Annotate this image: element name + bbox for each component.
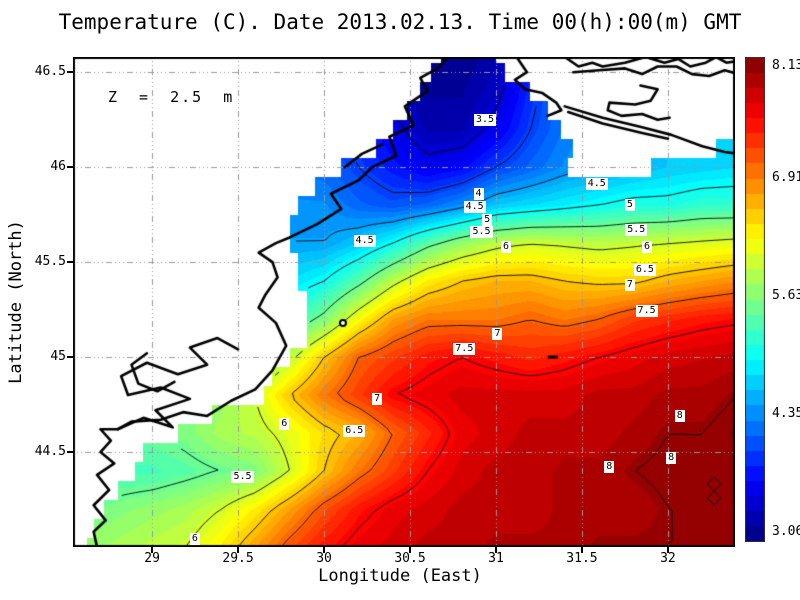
x-tick-label: 30 bbox=[316, 551, 332, 566]
x-tick bbox=[151, 547, 154, 553]
y-tick bbox=[67, 261, 73, 264]
x-tick bbox=[237, 547, 240, 553]
y-tick-label: 45.5 bbox=[34, 254, 66, 270]
contour-label: 7.5 bbox=[635, 305, 658, 318]
contour-label: 5 bbox=[482, 214, 493, 227]
colorbar-tick-label: 8.13 bbox=[772, 57, 800, 73]
x-tick-label: 29.5 bbox=[222, 551, 254, 566]
colorbar bbox=[745, 57, 765, 542]
contour-label: 6.5 bbox=[343, 425, 366, 438]
map-canvas bbox=[73, 57, 735, 547]
contour-label: 8 bbox=[604, 461, 615, 474]
y-tick-label: 46 bbox=[50, 159, 66, 175]
y-tick bbox=[67, 71, 73, 74]
contour-label: 5.5 bbox=[470, 225, 493, 238]
x-tick bbox=[666, 547, 669, 553]
colorbar-tick-label: 3.06 bbox=[772, 524, 800, 540]
contour-label: 3.5 bbox=[473, 113, 496, 126]
x-tick bbox=[494, 547, 497, 553]
plot-title: Temperature (C). Date 2013.02.13. Time 0… bbox=[58, 10, 742, 34]
x-tick bbox=[323, 547, 326, 553]
colorbar-tick-label: 4.35 bbox=[772, 405, 800, 421]
colorbar-tick-label: 5.63 bbox=[772, 287, 800, 303]
contour-label: 7.5 bbox=[453, 343, 476, 356]
y-tick-label: 46.5 bbox=[34, 64, 66, 80]
contour-label: 8 bbox=[674, 409, 685, 422]
depth-annotation: Z = 2.5 m bbox=[108, 88, 235, 106]
x-tick bbox=[580, 547, 583, 553]
x-tick-label: 30.5 bbox=[394, 551, 426, 566]
x-tick-label: 32 bbox=[660, 551, 676, 566]
contour-label: 6 bbox=[501, 240, 512, 253]
contour-label: 6 bbox=[189, 533, 200, 546]
contour-label: 6.5 bbox=[633, 263, 656, 276]
y-axis-label: Latitude (North) bbox=[6, 220, 26, 384]
y-tick-label: 45 bbox=[50, 349, 66, 365]
y-tick bbox=[67, 356, 73, 359]
x-tick-label: 29 bbox=[144, 551, 160, 566]
contour-label: 4 bbox=[473, 187, 484, 200]
contour-label: 5 bbox=[624, 199, 635, 212]
contour-label: 7 bbox=[492, 328, 503, 341]
contour-label: 8 bbox=[666, 451, 677, 464]
contour-label: 4.5 bbox=[463, 201, 486, 214]
x-tick-label: 31.5 bbox=[566, 551, 598, 566]
contour-label: 6 bbox=[642, 240, 653, 253]
y-tick bbox=[67, 451, 73, 454]
contour-label: 5.5 bbox=[231, 470, 254, 483]
contour-label: 4.5 bbox=[353, 235, 376, 248]
x-tick-label: 31 bbox=[488, 551, 504, 566]
contour-label: 4.5 bbox=[585, 178, 608, 191]
contour-label: 6 bbox=[279, 417, 290, 430]
contour-label: 5.5 bbox=[625, 223, 648, 236]
colorbar-tick-label: 6.91 bbox=[772, 170, 800, 185]
contour-label: 7 bbox=[624, 278, 635, 291]
contour-label: 7 bbox=[372, 392, 383, 405]
x-axis-label: Longitude (East) bbox=[318, 566, 482, 586]
y-tick bbox=[67, 166, 73, 169]
y-tick-label: 44.5 bbox=[34, 444, 66, 460]
x-tick bbox=[409, 547, 412, 553]
